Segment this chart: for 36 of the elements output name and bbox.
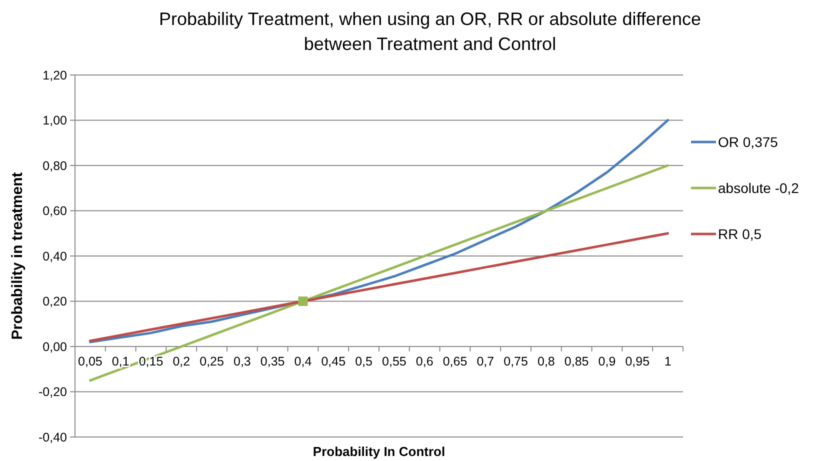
line-series [88, 232, 670, 342]
legend-label: OR 0,375 [718, 134, 778, 150]
y-tick-label: 0,20 [42, 294, 68, 309]
x-tick-label: 0,95 [625, 354, 650, 368]
x-tick-label: 0,7 [476, 354, 494, 368]
y-tick-label: -0,20 [38, 385, 68, 400]
x-tick-label: 0,3 [234, 354, 251, 368]
x-axis-title: Probability In Control [312, 444, 446, 459]
y-tick-label: 1,00 [42, 114, 68, 128]
x-tick-label: 0,65 [442, 354, 468, 368]
x-tick-label: 0,6 [416, 354, 434, 368]
x-tick-label: 0,4 [294, 354, 312, 368]
chart-title: Probability Treatment, when using an OR, RR or absolute difference between Treatment and Control [159, 9, 701, 54]
y-axis-title: Probability in treatment [9, 172, 26, 340]
x-tick-label: 0,1 [112, 354, 130, 368]
y-tick-label: 0,60 [42, 204, 68, 218]
x-tick-label: 0,35 [260, 354, 285, 368]
y-tick-label: 0,40 [42, 249, 68, 264]
legend-label: RR 0,5 [718, 226, 762, 242]
x-tick-label: 0,8 [538, 354, 555, 368]
x-tick-label: 0,2 [172, 354, 190, 368]
y-tick-label: 1,20 [42, 68, 68, 82]
y-tick-label: 0,00 [42, 340, 68, 354]
x-tick-label: 0,85 [564, 354, 589, 368]
x-tick-label: 0,25 [200, 354, 224, 368]
x-tick-label: 0,15 [138, 354, 164, 368]
x-tick-label: 0,05 [78, 354, 102, 368]
x-tick-label: 0,55 [382, 354, 406, 368]
x-tick-label: 0,9 [598, 354, 616, 368]
legend-label: absolute -0,2 [718, 180, 800, 196]
x-tick-label: 1 [664, 354, 672, 368]
y-tick-label: 0,80 [42, 158, 68, 173]
x-tick-label: 0,45 [321, 354, 346, 368]
y-tick-label: -0,40 [38, 430, 68, 444]
x-tick-label: 0,75 [504, 354, 528, 368]
x-tick-label: 0,5 [355, 354, 373, 368]
